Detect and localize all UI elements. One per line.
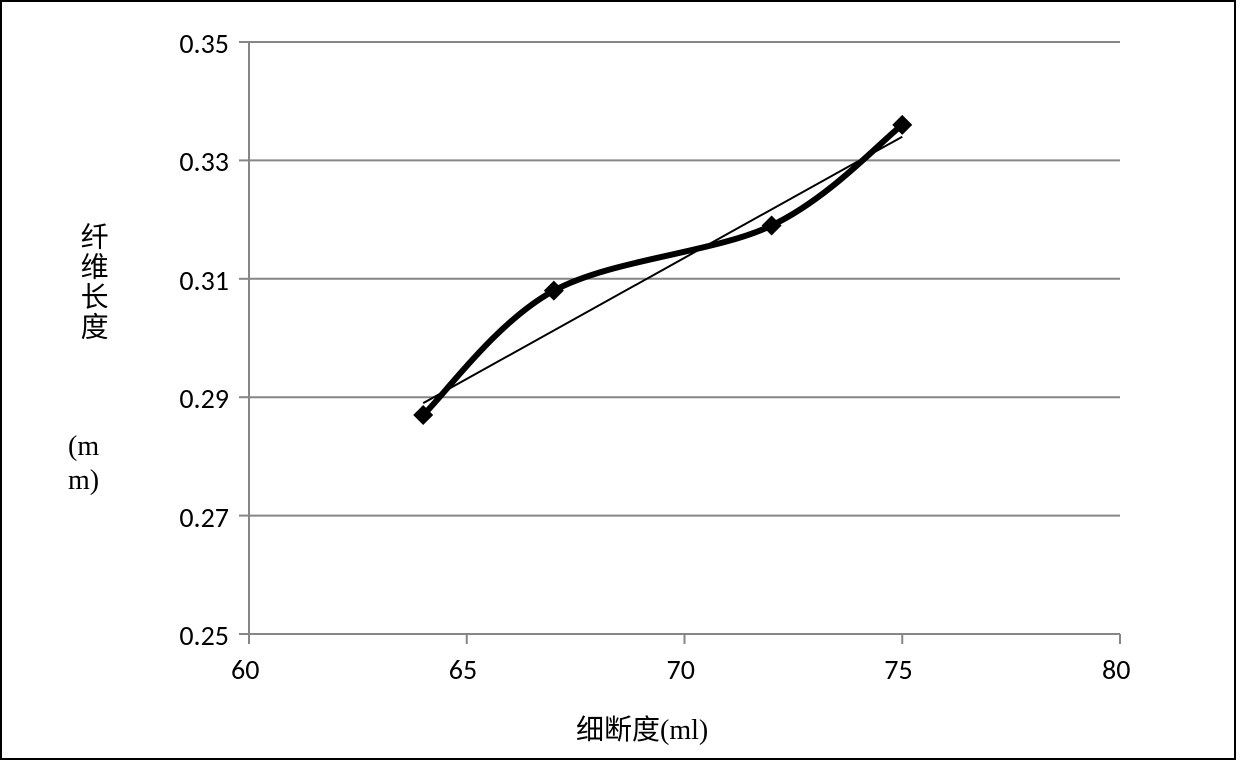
y-tick-label: 0.27 bbox=[179, 500, 229, 535]
y-tick-label: 0.29 bbox=[179, 381, 229, 416]
y-tick-label: 0.35 bbox=[179, 26, 229, 61]
y-axis-label-text: 纤维长度 bbox=[77, 222, 108, 342]
y-axis-label: 纤维长度 bbox=[75, 222, 109, 342]
x-tick-label: 60 bbox=[231, 652, 259, 687]
grid-group bbox=[249, 42, 1120, 634]
y-tick-label: 0.25 bbox=[179, 618, 229, 653]
y-tick-label: 0.33 bbox=[179, 144, 229, 179]
y-axis-unit-line2: m) bbox=[68, 465, 99, 496]
x-tick-label: 75 bbox=[884, 652, 912, 687]
y-axis-unit-line1: (m bbox=[68, 431, 99, 462]
x-axis-label: 细断度(ml) bbox=[576, 708, 708, 748]
chart-frame: 纤维长度 (m m) 细断度(ml) 60 65 70 75 80 0.25 0.27 0.2… bbox=[0, 0, 1236, 760]
axes-group bbox=[249, 42, 1120, 634]
plot-wrapper: 纤维长度 (m m) 细断度(ml) 60 65 70 75 80 0.25 0.27 0.2… bbox=[2, 2, 1234, 758]
ticks-group bbox=[239, 42, 1120, 644]
trend-group bbox=[423, 137, 902, 403]
y-axis-label-unit: (m m) bbox=[68, 430, 99, 497]
x-tick-label: 65 bbox=[449, 652, 477, 687]
x-axis-label-text: 细断度(ml) bbox=[576, 715, 708, 746]
y-tick-label: 0.31 bbox=[179, 263, 229, 298]
x-tick-label: 70 bbox=[667, 652, 695, 687]
x-tick-label: 80 bbox=[1102, 652, 1130, 687]
